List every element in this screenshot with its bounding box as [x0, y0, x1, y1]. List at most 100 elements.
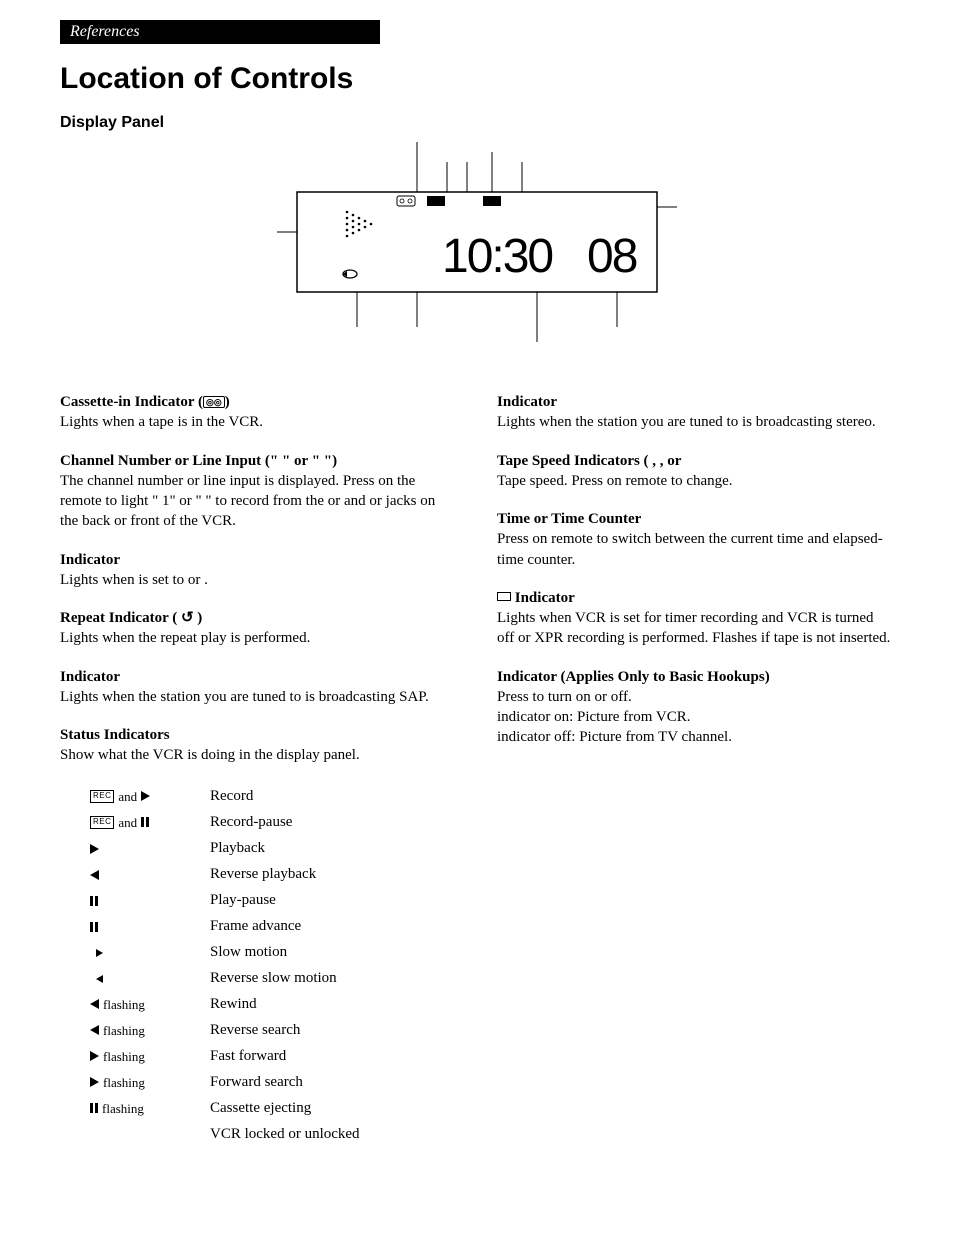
play-icon — [90, 1051, 99, 1061]
flashing-text: flashing — [103, 996, 145, 1014]
left-column: Cassette-in Indicator (◎◎)Lights when a … — [60, 392, 457, 1148]
doc-section: Repeat Indicator ( ↺ )Lights when the re… — [60, 608, 457, 649]
section-title: Indicator — [497, 392, 894, 412]
status-row: Reverse playback — [90, 862, 457, 888]
diagram-svg: 10:30 08 — [277, 142, 677, 342]
status-row: flashingForward search — [90, 1070, 457, 1096]
status-label: Reverse playback — [210, 864, 457, 884]
section-body: The channel number or line input is disp… — [60, 471, 457, 532]
status-label: Slow motion — [210, 942, 457, 962]
status-row: Reverse slow motion — [90, 966, 457, 992]
timer-icon — [497, 592, 511, 601]
status-row: VCR locked or unlocked — [90, 1122, 457, 1148]
doc-section: Indicator (Applies Only to Basic Hookups… — [497, 667, 894, 748]
section-body: Tape speed. Press on remote to change. — [497, 471, 894, 491]
pause-icon — [90, 1103, 98, 1113]
status-row: Play-pause — [90, 888, 457, 914]
play-icon — [141, 791, 150, 801]
reverse-small-icon — [96, 975, 103, 983]
status-table: REC and RecordREC and Record-pausePlayba… — [90, 784, 457, 1148]
diagram-channel: 08 — [587, 230, 637, 283]
status-icons: REC and — [90, 814, 210, 832]
status-row: flashing Cassette ejecting — [90, 1096, 457, 1122]
section-title: Status Indicators — [60, 725, 457, 745]
section-body: Lights when the station you are tuned to… — [60, 687, 457, 707]
status-row: Frame advance — [90, 914, 457, 940]
reverse-icon — [90, 999, 99, 1009]
flashing-text: flashing — [102, 1100, 144, 1118]
play-small-icon — [96, 949, 103, 957]
rec-icon: REC — [90, 816, 114, 829]
reverse-icon — [90, 1025, 99, 1035]
status-row: flashingFast forward — [90, 1044, 457, 1070]
status-label: Reverse slow motion — [210, 968, 457, 988]
doc-section: Channel Number or Line Input (" " or " "… — [60, 451, 457, 532]
section-body: Lights when a tape is in the VCR. — [60, 412, 457, 432]
section-title: Channel Number or Line Input (" " or " "… — [60, 451, 457, 471]
page-subtitle: Display Panel — [60, 114, 894, 132]
status-icons: flashing — [90, 996, 210, 1014]
status-label: Forward search — [210, 1072, 457, 1092]
section-body: Lights when VCR is set for timer recordi… — [497, 608, 894, 649]
status-row: flashing Reverse search — [90, 1018, 457, 1044]
status-label: Frame advance — [210, 916, 457, 936]
doc-section: Time or Time CounterPress on remote to s… — [497, 509, 894, 570]
pause-icon — [90, 922, 98, 932]
section-label: References — [60, 20, 380, 44]
pause-icon — [90, 896, 98, 906]
section-body: Lights when the station you are tuned to… — [497, 412, 894, 432]
status-label: Record — [210, 786, 457, 806]
doc-section: Cassette-in Indicator (◎◎)Lights when a … — [60, 392, 457, 433]
status-icons — [90, 844, 210, 854]
doc-section: IndicatorLights when VCR is set for time… — [497, 588, 894, 649]
status-row: Slow motion — [90, 940, 457, 966]
status-icons — [90, 922, 210, 932]
cassette-icon: ◎◎ — [203, 396, 225, 408]
status-icons: flashing — [90, 1074, 210, 1092]
status-label: Fast forward — [210, 1046, 457, 1066]
reverse-icon — [90, 870, 99, 880]
and-text: and — [118, 788, 137, 806]
section-title: Indicator — [497, 588, 894, 608]
section-title: Cassette-in Indicator (◎◎) — [60, 392, 457, 412]
status-icons: flashing — [90, 1100, 210, 1118]
pause-icon — [141, 817, 149, 827]
status-icons — [90, 896, 210, 906]
section-title: Repeat Indicator ( ↺ ) — [60, 608, 457, 628]
play-icon — [90, 1077, 99, 1087]
section-body: Show what the VCR is doing in the displa… — [60, 745, 457, 765]
section-title: Indicator (Applies Only to Basic Hookups… — [497, 667, 894, 687]
doc-section: Tape Speed Indicators ( , , orTape speed… — [497, 451, 894, 492]
status-label: VCR locked or unlocked — [210, 1124, 457, 1144]
rec-icon: REC — [90, 790, 114, 803]
doc-section: IndicatorLights when the station you are… — [60, 667, 457, 708]
status-label: Record-pause — [210, 812, 457, 832]
play-icon — [90, 844, 99, 854]
status-icons: REC and — [90, 788, 210, 806]
doc-section: Status IndicatorsShow what the VCR is do… — [60, 725, 457, 766]
status-row: flashing Rewind — [90, 992, 457, 1018]
section-title: Indicator — [60, 550, 457, 570]
section-body: Press on remote to switch between the cu… — [497, 529, 894, 570]
status-icons — [90, 975, 210, 983]
status-icons: flashing — [90, 1022, 210, 1040]
status-label: Cassette ejecting — [210, 1098, 457, 1118]
doc-section: IndicatorLights when is set to or . — [60, 550, 457, 591]
section-title: Indicator — [60, 667, 457, 687]
status-label: Rewind — [210, 994, 457, 1014]
section-body: Lights when the repeat play is performed… — [60, 628, 457, 648]
status-label: Playback — [210, 838, 457, 858]
status-row: REC and Record — [90, 784, 457, 810]
status-label: Reverse search — [210, 1020, 457, 1040]
section-title: Time or Time Counter — [497, 509, 894, 529]
display-panel-diagram: 10:30 08 — [60, 142, 894, 342]
section-body: Lights when is set to or . — [60, 570, 457, 590]
status-row: REC and Record-pause — [90, 810, 457, 836]
repeat-icon: ↺ — [181, 608, 194, 628]
flashing-text: flashing — [103, 1022, 145, 1040]
section-title: Tape Speed Indicators ( , , or — [497, 451, 894, 471]
doc-section: IndicatorLights when the station you are… — [497, 392, 894, 433]
right-column: IndicatorLights when the station you are… — [497, 392, 894, 1148]
status-icons — [90, 870, 210, 880]
and-text: and — [118, 814, 137, 832]
